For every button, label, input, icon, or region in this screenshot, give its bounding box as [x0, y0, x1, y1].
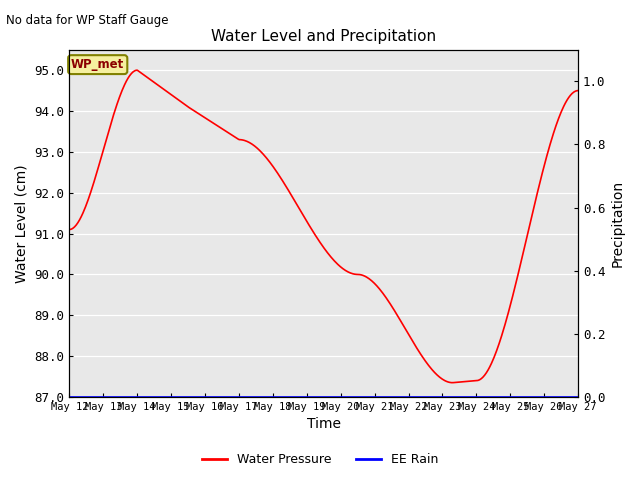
Legend: Water Pressure, EE Rain: Water Pressure, EE Rain	[196, 448, 444, 471]
X-axis label: Time: Time	[307, 418, 340, 432]
Text: WP_met: WP_met	[71, 58, 124, 71]
Text: No data for WP Staff Gauge: No data for WP Staff Gauge	[6, 14, 169, 27]
Y-axis label: Water Level (cm): Water Level (cm)	[15, 164, 29, 283]
Title: Water Level and Precipitation: Water Level and Precipitation	[211, 29, 436, 44]
Y-axis label: Precipitation: Precipitation	[611, 180, 625, 267]
